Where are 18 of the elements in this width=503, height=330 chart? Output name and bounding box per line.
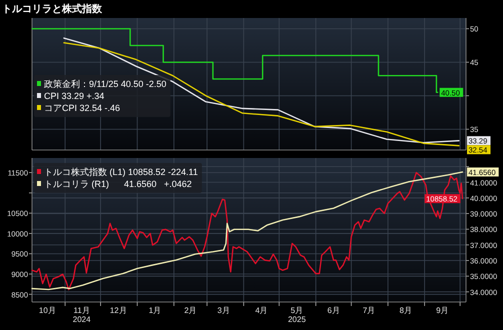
legend-label: トルコ株式指数 (L1) 10858.52 -224.11	[44, 167, 198, 177]
legend-label: CPI 33.29 +.34	[44, 91, 104, 101]
legend-label: トルコリラ (R1) 41.6560 +.0462	[44, 179, 192, 189]
x-tick-label: 8月	[399, 306, 412, 315]
x-tick-label: 4月	[255, 306, 268, 315]
x-tick-label: 9月	[436, 306, 449, 315]
x-tick-label: 5月 2025	[288, 306, 306, 324]
x-tick-label: 12月	[110, 306, 127, 315]
x-tick-label: 6月	[327, 306, 340, 315]
legend-label: 政策金利：9/11/25 40.50 -2.50	[44, 79, 166, 89]
x-tick-label: 3月	[217, 306, 230, 315]
x-tick-label: 2月	[184, 306, 197, 315]
chart-title: トルコリラと株式指数	[2, 3, 103, 15]
x-tick-label: 7月	[362, 306, 376, 315]
x-tick-label: 10月	[38, 306, 56, 315]
legend-label: コアCPI 32.54 -.46	[44, 103, 120, 113]
x-tick-label: 1月	[148, 306, 162, 315]
x-tick-label: 11月 2024	[72, 306, 92, 324]
